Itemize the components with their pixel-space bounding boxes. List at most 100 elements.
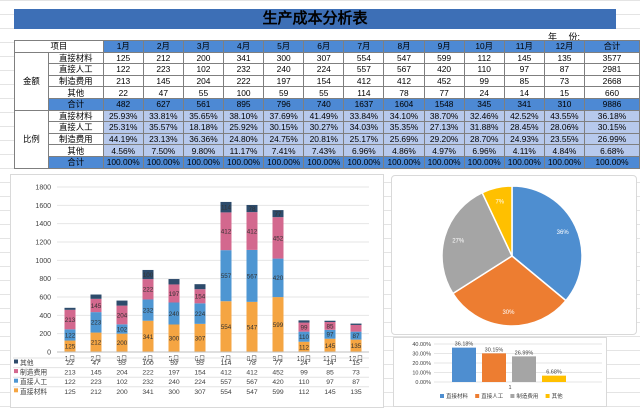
value-cell[interactable]: 100.00%	[303, 155, 345, 169]
value-cell[interactable]: 122	[102, 63, 144, 76]
ratio-bar-chart[interactable]: 0.00% 10.00% 20.00% 30.00% 40.00% 36.18% 30.15…	[393, 337, 607, 407]
value-cell[interactable]: 100	[222, 86, 265, 99]
value-cell[interactable]: 145	[142, 74, 184, 88]
value-cell[interactable]: 100.00%	[343, 155, 385, 169]
value-cell[interactable]: 6.68%	[583, 144, 640, 157]
value-cell[interactable]: 310	[543, 97, 585, 111]
value-cell[interactable]: 33.84%	[343, 109, 385, 123]
month-header-cell[interactable]: 10月	[463, 40, 505, 53]
value-cell[interactable]: 1637	[343, 97, 385, 111]
value-cell[interactable]: 44.19%	[102, 132, 144, 146]
month-header-cell[interactable]: 8月	[383, 40, 425, 53]
value-cell[interactable]: 37.69%	[263, 109, 305, 123]
month-header-cell[interactable]: 3月	[182, 40, 225, 53]
value-cell[interactable]: 100.00%	[182, 155, 225, 169]
value-cell[interactable]: 22	[102, 86, 144, 99]
month-header-cell[interactable]: 12月	[543, 40, 585, 53]
value-cell[interactable]: 30.27%	[303, 121, 345, 134]
value-cell[interactable]: 6.96%	[463, 144, 505, 157]
value-cell[interactable]: 341	[222, 51, 265, 65]
row-label-cell[interactable]: 直接材料	[47, 109, 104, 123]
value-cell[interactable]: 4.84%	[543, 144, 585, 157]
value-cell[interactable]: 627	[142, 97, 184, 111]
value-cell[interactable]: 7.41%	[263, 144, 305, 157]
month-header-cell[interactable]: 11月	[503, 40, 545, 53]
row-label-cell[interactable]: 其他	[47, 144, 104, 157]
value-cell[interactable]: 1548	[423, 97, 465, 111]
value-cell[interactable]: 24.93%	[503, 132, 545, 146]
value-cell[interactable]: 27.13%	[423, 121, 465, 134]
value-cell[interactable]: 300	[263, 51, 305, 65]
value-cell[interactable]: 6.96%	[343, 144, 385, 157]
value-cell[interactable]: 212	[142, 51, 184, 65]
value-cell[interactable]: 223	[142, 63, 184, 76]
value-cell[interactable]: 41.49%	[303, 109, 345, 123]
value-cell[interactable]: 345	[463, 97, 505, 111]
value-cell[interactable]: 100.00%	[102, 155, 144, 169]
value-cell[interactable]: 26.99%	[583, 132, 640, 146]
row-label-cell[interactable]: 合计	[47, 155, 104, 169]
value-cell[interactable]: 100.00%	[503, 155, 545, 169]
value-cell[interactable]: 35.35%	[383, 121, 425, 134]
value-cell[interactable]: 25.31%	[102, 121, 144, 134]
value-cell[interactable]: 25.17%	[343, 132, 385, 146]
value-cell[interactable]: 740	[303, 97, 345, 111]
value-cell[interactable]: 28.06%	[543, 121, 585, 134]
value-cell[interactable]: 100.00%	[423, 155, 465, 169]
group-label-cell[interactable]: 金额	[14, 51, 49, 111]
value-cell[interactable]: 341	[503, 97, 545, 111]
row-label-cell[interactable]: 合计	[47, 97, 104, 111]
value-cell[interactable]: 7.50%	[142, 144, 184, 157]
value-cell[interactable]: 452	[423, 74, 465, 88]
value-cell[interactable]: 38.10%	[222, 109, 265, 123]
row-label-cell[interactable]: 制造费用	[47, 132, 104, 146]
value-cell[interactable]: 561	[182, 97, 225, 111]
value-cell[interactable]: 100.00%	[263, 155, 305, 169]
value-cell[interactable]: 25.69%	[383, 132, 425, 146]
value-cell[interactable]: 29.20%	[423, 132, 465, 146]
value-cell[interactable]: 100.00%	[583, 155, 640, 169]
value-cell[interactable]: 412	[343, 74, 385, 88]
value-cell[interactable]: 42.52%	[503, 109, 545, 123]
value-cell[interactable]: 24	[463, 86, 505, 99]
value-cell[interactable]: 114	[343, 86, 385, 99]
value-cell[interactable]: 567	[383, 63, 425, 76]
row-label-cell[interactable]: 其他	[47, 86, 104, 99]
stacked-bar-chart[interactable]: 0 200 400 600 800 1000 1200 1400 1600 1800 125 122 2…	[10, 174, 384, 408]
row-label-cell[interactable]: 直接材料	[47, 51, 104, 65]
value-cell[interactable]: 25.92%	[222, 121, 265, 134]
value-cell[interactable]: 222	[222, 74, 265, 88]
value-cell[interactable]: 24.80%	[222, 132, 265, 146]
value-cell[interactable]: 23.13%	[142, 132, 184, 146]
value-cell[interactable]: 232	[222, 63, 265, 76]
value-cell[interactable]: 599	[423, 51, 465, 65]
value-cell[interactable]: 34.03%	[343, 121, 385, 134]
value-cell[interactable]: 9886	[583, 97, 640, 111]
value-cell[interactable]: 20.81%	[303, 132, 345, 146]
value-cell[interactable]: 554	[343, 51, 385, 65]
value-cell[interactable]: 14	[503, 86, 545, 99]
row-label-cell[interactable]: 制造费用	[47, 74, 104, 88]
month-header-cell[interactable]: 4月	[222, 40, 265, 53]
value-cell[interactable]: 547	[383, 51, 425, 65]
row-label-cell[interactable]: 直接人工	[47, 63, 104, 76]
value-cell[interactable]: 100.00%	[463, 155, 505, 169]
value-cell[interactable]: 7.43%	[303, 144, 345, 157]
value-cell[interactable]: 3577	[583, 51, 640, 65]
value-cell[interactable]: 11.17%	[222, 144, 265, 157]
month-header-cell[interactable]: 7月	[343, 40, 385, 53]
value-cell[interactable]: 1604	[383, 97, 425, 111]
value-cell[interactable]: 895	[222, 97, 265, 111]
month-header-cell[interactable]: 1月	[102, 40, 144, 53]
value-cell[interactable]: 59	[263, 86, 305, 99]
value-cell[interactable]: 2668	[583, 74, 640, 88]
value-cell[interactable]: 30.15%	[583, 121, 640, 134]
value-cell[interactable]: 4.97%	[423, 144, 465, 157]
month-header-cell[interactable]: 9月	[423, 40, 465, 53]
value-cell[interactable]: 34.10%	[383, 109, 425, 123]
value-cell[interactable]: 4.56%	[102, 144, 144, 157]
value-cell[interactable]: 240	[263, 63, 305, 76]
month-header-cell[interactable]: 5月	[263, 40, 305, 53]
value-cell[interactable]: 213	[102, 74, 144, 88]
pie-chart[interactable]: 36% 30% 27% 7%	[391, 175, 637, 335]
